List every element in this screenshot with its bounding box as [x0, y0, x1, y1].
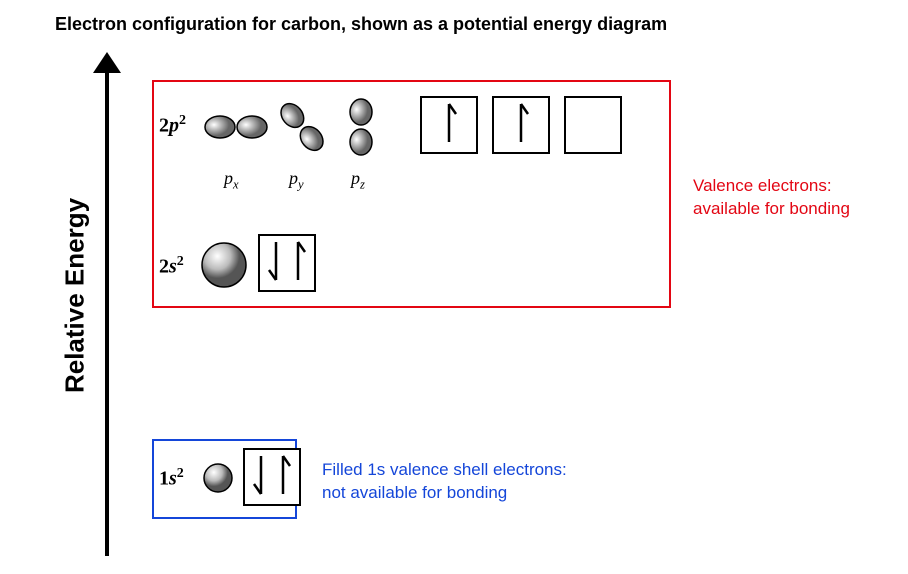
caption-core: Filled 1s valence shell electrons: not a…	[322, 459, 567, 505]
label-2s2: 2s2	[159, 254, 184, 279]
orbital-1s-icon	[203, 463, 233, 498]
y-axis-line	[105, 58, 109, 556]
electron-up-icon	[440, 100, 458, 151]
electron-box-2p-2	[492, 96, 550, 154]
caption-valence-line1: Valence electrons:	[693, 175, 850, 198]
caption-core-line2: not available for bonding	[322, 482, 567, 505]
electron-box-2s	[258, 234, 316, 292]
orbital-2s-icon	[201, 242, 247, 293]
electron-down-icon	[252, 452, 270, 503]
caption-valence: Valence electrons: available for bonding	[693, 175, 850, 221]
caption-valence-line2: available for bonding	[693, 198, 850, 221]
label-1s2: 1s2	[159, 466, 184, 491]
sublabel-px: px	[224, 168, 239, 193]
electron-box-2p-1	[420, 96, 478, 154]
sublabel-pz: pz	[351, 168, 365, 193]
orbital-py-icon	[275, 100, 329, 159]
y-axis-arrow-icon	[93, 52, 121, 73]
orbital-px-icon	[204, 109, 268, 150]
y-axis-label: Relative Energy	[60, 176, 91, 416]
electron-up-icon	[274, 452, 292, 503]
orbital-pz-icon	[344, 98, 378, 161]
electron-up-icon	[289, 238, 307, 289]
diagram-root: Electron configuration for carbon, shown…	[0, 0, 908, 574]
electron-up-icon	[512, 100, 530, 151]
caption-core-line1: Filled 1s valence shell electrons:	[322, 459, 567, 482]
electron-down-icon	[267, 238, 285, 289]
electron-box-1s	[243, 448, 301, 506]
diagram-title: Electron configuration for carbon, shown…	[55, 14, 667, 35]
label-2p2: 2p2	[159, 113, 186, 138]
electron-box-2p-3	[564, 96, 622, 154]
sublabel-py: py	[289, 168, 304, 193]
